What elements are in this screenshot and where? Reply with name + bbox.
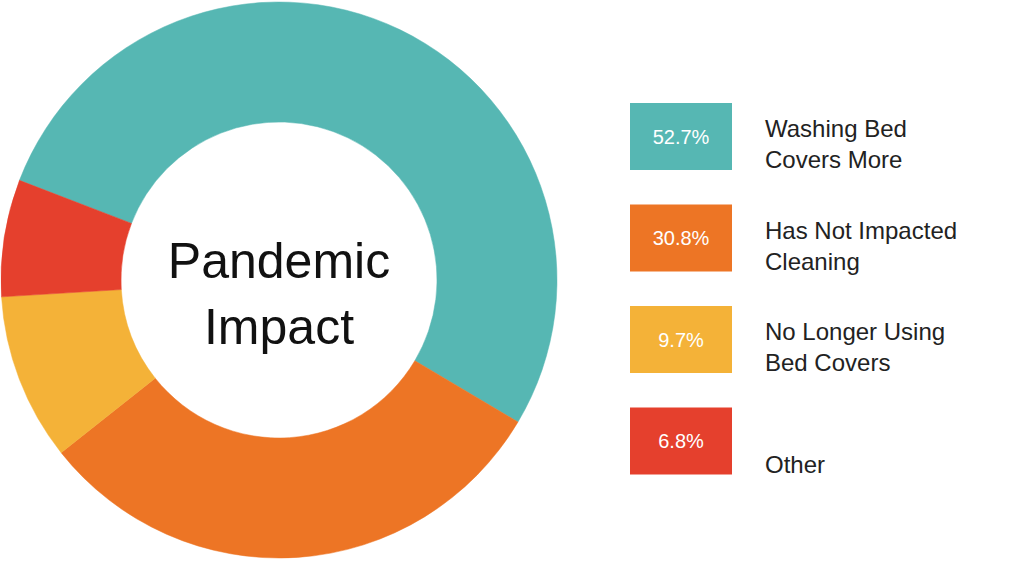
chart: Pandemic Impact 52.7% Washing Bed Covers Mor… <box>0 0 1024 567</box>
slice <box>1 180 131 297</box>
legend-label-line: Has Not Impacted <box>765 217 957 244</box>
legend-label-line: Covers More <box>765 146 902 173</box>
legend-label: Other <box>765 451 825 478</box>
legend-label-line: No Longer Using <box>765 318 945 345</box>
legend-value: 6.8% <box>658 430 704 452</box>
legend: 52.7% Washing Bed Covers More 30.8% Has Not … <box>630 103 957 478</box>
legend-label-line: Washing Bed <box>765 115 907 142</box>
legend-label: Washing Bed Covers More <box>765 115 907 173</box>
legend-label-line: Cleaning <box>765 248 860 275</box>
legend-swatch <box>630 103 732 170</box>
legend-label-line: Other <box>765 451 825 478</box>
legend-label-line: Bed Covers <box>765 349 890 376</box>
title-line: Impact <box>204 299 354 355</box>
title-line: Pandemic <box>168 233 390 289</box>
legend-label: Has Not Impacted Cleaning <box>765 217 957 275</box>
slices <box>1 2 557 558</box>
legend-swatch <box>630 306 732 373</box>
legend-swatch <box>630 408 732 475</box>
title: Pandemic Impact <box>168 233 390 355</box>
legend-value: 30.8% <box>653 227 710 249</box>
legend-swatch <box>630 205 732 272</box>
slice <box>2 290 156 453</box>
legend-value: 9.7% <box>658 329 704 351</box>
legend-value: 52.7% <box>653 126 710 148</box>
legend-label: No Longer Using Bed Covers <box>765 318 945 376</box>
